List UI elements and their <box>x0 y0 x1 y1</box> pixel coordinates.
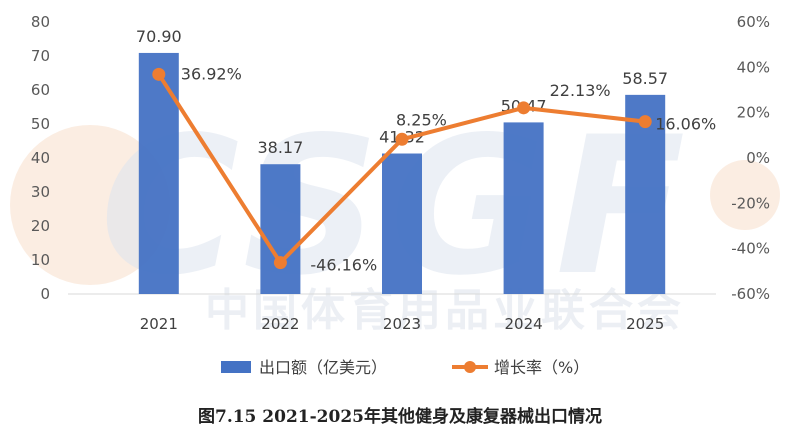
left-tick-label: 50 <box>31 115 50 133</box>
right-tick-label: 0% <box>746 149 770 167</box>
growth-point-2023 <box>395 132 409 146</box>
right-tick-label: -20% <box>731 194 770 212</box>
left-tick-label: 60 <box>31 81 50 99</box>
growth-point-2021 <box>152 67 166 81</box>
bar-2024 <box>503 122 544 294</box>
left-tick-label: 70 <box>31 47 50 65</box>
growth-value-label: 22.13% <box>550 81 611 100</box>
x-tick-label: 2023 <box>383 315 421 333</box>
right-tick-label: -40% <box>731 240 770 258</box>
left-tick-label: 40 <box>31 149 50 167</box>
right-tick-label: -60% <box>731 285 770 303</box>
legend-line-label: 增长率（%） <box>494 358 589 377</box>
left-axis: 0 10 20 30 40 50 60 70 80 <box>31 13 50 303</box>
growth-value-label: 8.25% <box>396 110 447 129</box>
x-tick-label: 2022 <box>261 315 299 333</box>
x-tick-label: 2021 <box>140 315 178 333</box>
left-tick-label: 30 <box>31 183 50 201</box>
right-tick-label: 20% <box>737 104 770 122</box>
figure-caption: 图7.15 2021-2025年其他健身及康复器械出口情况 <box>197 407 602 427</box>
left-tick-label: 80 <box>31 13 50 31</box>
growth-value-label: 36.92% <box>181 64 242 83</box>
x-tick-label: 2025 <box>626 315 664 333</box>
x-axis: 2021 2022 2023 2024 2025 <box>140 315 665 333</box>
watermark-logo-dot <box>710 160 780 230</box>
right-tick-label: 40% <box>737 58 770 76</box>
left-tick-label: 20 <box>31 217 50 235</box>
bar-2022 <box>260 164 301 294</box>
line-data-labels: 36.92% -46.16% 8.25% 22.13% 16.06% <box>181 64 716 274</box>
line-series <box>152 67 652 270</box>
right-axis: -60% -40% -20% 0% 20% 40% 60% <box>731 13 770 303</box>
watermark-logo-circle <box>10 125 170 285</box>
legend-line-marker <box>464 361 476 373</box>
bar-value-label: 58.57 <box>622 69 668 88</box>
legend-bar-label: 出口额（亿美元） <box>259 358 387 377</box>
bar-value-label: 38.17 <box>257 138 303 157</box>
bar-2023 <box>382 153 422 294</box>
growth-point-2025 <box>638 115 652 129</box>
growth-point-2022 <box>273 256 287 270</box>
right-tick-label: 60% <box>737 13 770 31</box>
left-tick-label: 0 <box>40 285 50 303</box>
legend-bar-swatch <box>221 361 251 373</box>
legend: 出口额（亿美元） 增长率（%） <box>221 358 589 377</box>
left-tick-label: 10 <box>31 251 50 269</box>
bar-value-label: 70.90 <box>136 27 182 46</box>
x-tick-label: 2024 <box>505 315 543 333</box>
bar-2021 <box>138 52 179 294</box>
growth-value-label: 16.06% <box>655 115 716 134</box>
growth-value-label: -46.16% <box>310 256 377 275</box>
growth-point-2024 <box>517 101 531 115</box>
